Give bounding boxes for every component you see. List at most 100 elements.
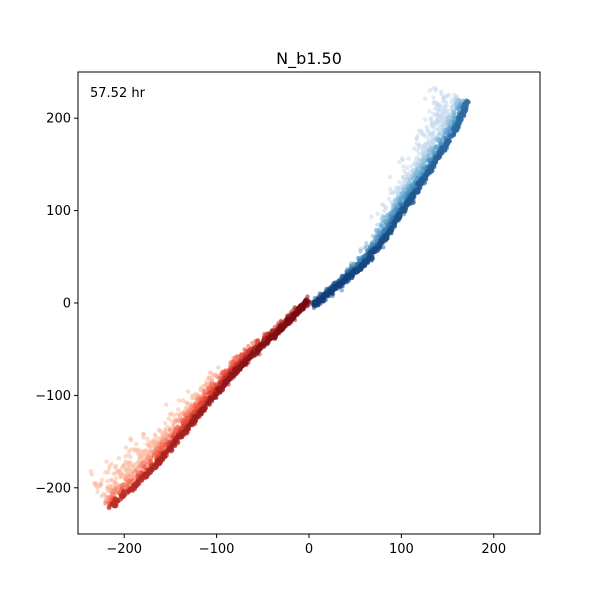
scatter-point: [381, 219, 387, 224]
scatter-point: [415, 147, 420, 153]
scatter-point: [177, 432, 183, 438]
scatter-point: [450, 104, 456, 109]
scatter-point: [251, 353, 257, 358]
scatter-point: [386, 196, 392, 202]
scatter-point: [203, 382, 208, 388]
scatter-point: [209, 377, 215, 383]
scatter-point: [422, 96, 428, 101]
scatter-point: [106, 466, 112, 472]
scatter-point: [164, 434, 170, 440]
scatter-point: [114, 481, 120, 486]
scatter-point: [381, 236, 387, 242]
scatter-series-blues: [309, 86, 471, 310]
scatter-point: [437, 131, 443, 137]
scatter-point: [390, 190, 396, 195]
scatter-point: [369, 214, 374, 219]
scatter-point: [212, 394, 218, 400]
scatter-point: [375, 222, 380, 228]
scatter-point: [426, 141, 431, 146]
scatter-point: [405, 185, 410, 190]
scatter-point: [443, 110, 448, 116]
scatter-point: [239, 361, 245, 367]
scatter-point: [397, 159, 402, 165]
scatter-point: [192, 393, 198, 398]
scatter-point: [225, 377, 231, 382]
scatter-point: [431, 111, 436, 117]
scatter-point: [116, 456, 122, 461]
scatter-point: [222, 382, 228, 388]
scatter-point: [194, 397, 200, 402]
scatter-point: [458, 118, 463, 123]
scatter-point: [442, 94, 447, 100]
scatter-point: [169, 443, 175, 449]
scatter-point: [203, 395, 208, 401]
scatter-point: [432, 155, 438, 161]
scatter-point: [95, 489, 100, 494]
scatter-point: [452, 92, 457, 97]
scatter-point: [162, 453, 168, 459]
scatter-point: [401, 164, 406, 169]
scatter-point: [460, 108, 466, 114]
scatter-point: [166, 416, 171, 421]
scatter-point: [422, 151, 427, 157]
scatter-point: [446, 120, 451, 125]
scatter-point: [439, 108, 444, 113]
scatter-point: [257, 346, 263, 352]
scatter-point: [431, 101, 437, 106]
scatter-point: [444, 103, 449, 108]
scatter-point: [105, 479, 110, 484]
scatter-point: [189, 403, 195, 409]
scatter-point: [332, 284, 337, 290]
scatter-point: [405, 199, 411, 205]
scatter-point: [207, 390, 213, 395]
scatter-point: [452, 128, 457, 134]
scatter-point: [144, 471, 150, 477]
scatter-point: [291, 307, 296, 312]
scatter-point: [182, 420, 187, 425]
scatter-point: [185, 400, 191, 406]
scatter-point: [401, 184, 406, 189]
scatter-point: [138, 454, 144, 459]
scatter-point: [370, 241, 375, 247]
scatter-point: [389, 225, 395, 231]
scatter-series-reds: [88, 294, 312, 510]
scatter-point: [430, 149, 436, 154]
scatter-point: [414, 155, 419, 161]
scatter-point: [183, 428, 189, 434]
scatter-point: [407, 188, 412, 193]
scatter-point: [173, 437, 179, 443]
scatter-point: [127, 449, 132, 454]
scatter-point: [104, 484, 110, 490]
scatter-point: [370, 233, 376, 239]
scatter-point: [134, 441, 139, 447]
y-tick-label: −200: [35, 481, 71, 496]
scatter-point: [419, 168, 425, 173]
scatter-point: [177, 413, 182, 418]
scatter-point: [376, 243, 382, 249]
scatter-point: [201, 388, 207, 393]
scatter-point: [201, 391, 207, 396]
scatter-point: [154, 450, 160, 455]
scatter-point: [113, 490, 119, 496]
scatter-point: [397, 212, 403, 218]
chart-title: N_b1.50: [276, 49, 342, 69]
scatter-point: [263, 340, 269, 346]
scatter-point: [245, 348, 250, 354]
scatter-point: [451, 115, 457, 121]
scatter-point: [99, 494, 104, 499]
scatter-point: [189, 396, 195, 401]
scatter-point: [105, 470, 111, 475]
scatter-point: [439, 89, 444, 94]
scatter-point: [274, 330, 280, 336]
scatter-point: [163, 438, 169, 443]
scatter-point: [373, 239, 378, 244]
scatter-point: [134, 449, 140, 454]
scatter-point: [95, 485, 100, 490]
scatter-point: [176, 398, 181, 403]
scatter-point: [403, 206, 409, 212]
scatter-point: [372, 247, 378, 253]
scatter-point: [318, 296, 324, 302]
scatter-point: [98, 482, 103, 487]
scatter-point: [255, 350, 260, 356]
scatter-point: [356, 258, 362, 263]
